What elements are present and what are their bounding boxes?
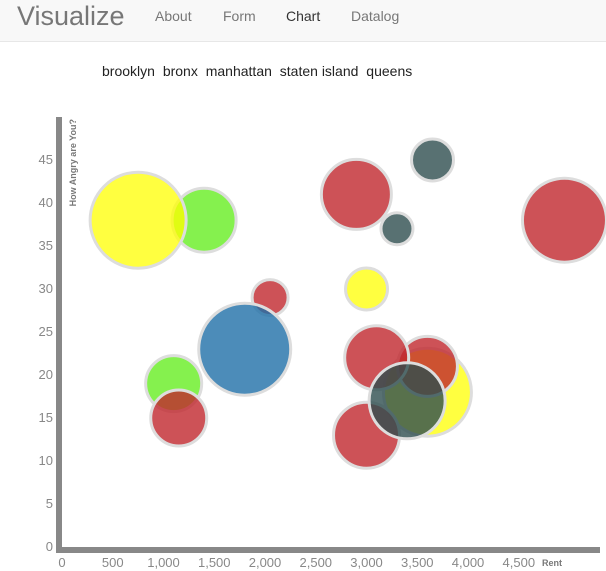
x-tick-label: 3,000 [350, 555, 383, 570]
y-tick: 0 [46, 539, 53, 554]
axes: 0 5 10 15 20 25 30 35 40 45 0 500 1,000 1,500 2,000 2,5… [39, 117, 600, 570]
brand-logo[interactable]: Visualize [17, 1, 125, 31]
legend-item-queens: queens [366, 63, 413, 79]
x-tick: 0 [58, 555, 65, 570]
y-tick: 40 [39, 195, 53, 210]
y-tick-label: 10 [39, 453, 53, 468]
legend-item-staten-island: staten island [279, 63, 359, 79]
x-tick-label: 500 [102, 555, 124, 570]
y-tick-label: 15 [39, 410, 53, 425]
x-axis-label: Rent [542, 558, 562, 568]
x-tick: 2,500 [300, 555, 333, 570]
x-tick: 4,000 [452, 555, 485, 570]
y-tick-label: 25 [39, 324, 53, 339]
legend-item-brooklyn: brooklyn [102, 63, 155, 79]
bubble-queens[interactable] [344, 266, 390, 312]
y-tick-label: 30 [39, 281, 53, 296]
x-tick: 500 [102, 555, 124, 570]
x-tick: 1,500 [198, 555, 231, 570]
legend-item-bronx: bronx [162, 63, 198, 79]
x-tick-label: 1,000 [147, 555, 180, 570]
legend: brooklyn bronx manhattan staten island q… [102, 63, 416, 79]
navbar: Visualize About Form Chart Datalog [0, 0, 606, 42]
x-tick-label: 1,500 [198, 555, 231, 570]
x-tick-label: 4,500 [503, 555, 536, 570]
bubble-manhattan[interactable] [379, 211, 415, 247]
bubble-brooklyn[interactable] [319, 157, 393, 231]
x-tick-label: 0 [58, 555, 65, 570]
x-tick-label: 2,000 [249, 555, 282, 570]
bubble-queens[interactable] [88, 170, 188, 270]
bubble-staten-island[interactable] [197, 301, 293, 397]
y-tick: 15 [39, 410, 53, 425]
legend-item-manhattan: manhattan [205, 63, 272, 79]
x-tick: 3,000 [350, 555, 383, 570]
bubble-brooklyn[interactable] [520, 176, 606, 264]
y-tick-label: 5 [46, 496, 53, 511]
y-tick: 35 [39, 238, 53, 253]
nav-link-datalog[interactable]: Datalog [351, 8, 400, 24]
y-tick-label: 20 [39, 367, 53, 382]
x-tick: 4,500 [503, 555, 536, 570]
bubble-layer [88, 137, 606, 470]
x-tick: 1,000 [147, 555, 180, 570]
y-tick: 30 [39, 281, 53, 296]
nav-link-chart[interactable]: Chart [286, 8, 321, 24]
x-tick-label: 4,000 [452, 555, 485, 570]
bubble-manhattan[interactable] [410, 137, 456, 183]
y-tick-label: 0 [46, 539, 53, 554]
y-axis-label: How Angry are You? [68, 119, 78, 206]
x-tick: 2,000 [249, 555, 282, 570]
x-tick: 3,500 [401, 555, 434, 570]
y-tick-label: 40 [39, 195, 53, 210]
nav-link-about[interactable]: About [155, 8, 192, 24]
y-tick-label: 35 [39, 238, 53, 253]
y-tick: 10 [39, 453, 53, 468]
x-tick-label: 2,500 [300, 555, 333, 570]
y-tick: 5 [46, 496, 53, 511]
y-tick: 20 [39, 367, 53, 382]
y-tick: 45 [39, 152, 53, 167]
bubble-brooklyn[interactable] [149, 388, 209, 448]
nav-link-form[interactable]: Form [223, 8, 256, 24]
y-tick-label: 45 [39, 152, 53, 167]
x-tick-label: 3,500 [401, 555, 434, 570]
y-tick: 25 [39, 324, 53, 339]
bubble-manhattan[interactable] [367, 361, 447, 441]
